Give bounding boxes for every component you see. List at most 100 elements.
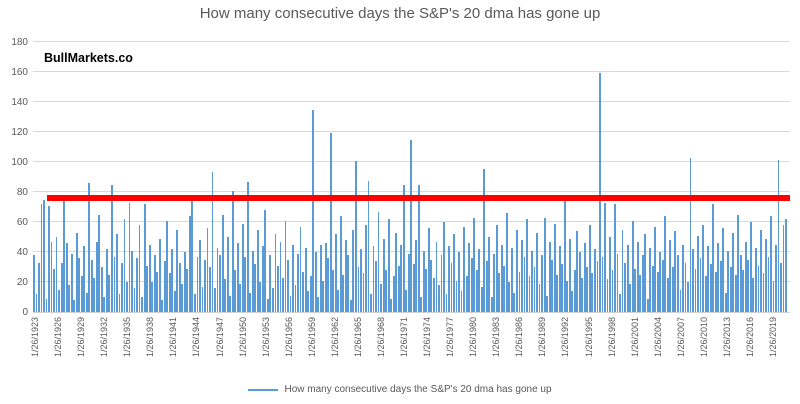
x-tick-label: 1/26/1944: [191, 317, 202, 358]
bar: [576, 231, 579, 312]
bar: [35, 294, 38, 312]
gridline: [33, 71, 790, 72]
bar: [473, 217, 476, 312]
y-tick-label: 0: [22, 307, 28, 318]
bar: [548, 241, 551, 312]
bar: [90, 259, 93, 312]
bar: [209, 267, 211, 312]
x-tick-label: 1/26/2001: [629, 317, 640, 358]
bar: [737, 214, 740, 312]
bar: [166, 220, 169, 312]
bar: [616, 253, 619, 312]
bar: [349, 300, 352, 312]
bar: [689, 158, 692, 312]
y-tick-label: 100: [11, 157, 28, 168]
bar: [161, 300, 164, 312]
bar: [707, 246, 710, 312]
bar: [412, 264, 415, 312]
bar: [754, 247, 757, 312]
bar: [387, 219, 390, 312]
bar: [749, 222, 752, 312]
x-tick-label: 1/26/1953: [260, 317, 271, 358]
bar: [510, 247, 513, 312]
plot-area: [33, 41, 790, 313]
bar: [146, 265, 149, 312]
bar: [596, 261, 599, 312]
bar: [229, 295, 232, 312]
bar: [221, 214, 224, 312]
bar: [282, 277, 284, 312]
bar: [400, 244, 403, 312]
bar: [261, 246, 264, 312]
gridline: [33, 41, 790, 42]
bar: [636, 241, 639, 312]
bars-container: [33, 43, 790, 312]
bar: [48, 205, 50, 312]
bar: [448, 246, 450, 312]
bar: [463, 226, 465, 312]
bar: [287, 259, 289, 312]
bar: [33, 255, 35, 312]
bar: [626, 244, 629, 312]
bar: [131, 250, 133, 312]
bar: [224, 279, 227, 312]
bar: [259, 282, 262, 312]
bar: [236, 243, 239, 312]
bar: [63, 201, 66, 312]
bar: [55, 237, 58, 312]
bar: [355, 161, 357, 312]
bar: [770, 216, 772, 312]
bar: [599, 72, 601, 312]
bar: [460, 291, 463, 312]
bar: [427, 228, 430, 312]
bar: [178, 262, 181, 312]
bar: [488, 237, 491, 312]
bar: [704, 276, 707, 312]
bar: [70, 253, 73, 312]
bar: [606, 279, 609, 312]
bar: [583, 243, 586, 312]
bar: [45, 298, 48, 312]
bar: [593, 249, 596, 312]
bar: [513, 292, 516, 312]
bar: [478, 249, 481, 312]
bar: [365, 225, 367, 312]
x-tick-label: 1/26/1929: [76, 317, 87, 358]
bar: [674, 231, 677, 312]
bar: [744, 241, 747, 312]
bar: [563, 199, 566, 312]
bar: [450, 262, 453, 312]
bar: [390, 298, 393, 312]
bar: [201, 286, 204, 312]
bar: [191, 196, 194, 312]
bar: [624, 262, 626, 312]
bar: [631, 220, 634, 312]
bar: [380, 283, 382, 312]
bar: [677, 255, 679, 312]
x-tick-label: 1/26/1941: [168, 317, 179, 358]
watermark: BullMarkets.co: [44, 51, 133, 65]
x-tick-label: 1/26/2013: [721, 317, 732, 358]
bar: [671, 267, 674, 312]
bar: [382, 238, 385, 312]
x-tick-label: 1/26/2004: [652, 317, 663, 358]
bar: [757, 265, 760, 312]
bar: [357, 267, 360, 312]
bar: [40, 204, 43, 312]
bar: [611, 270, 614, 312]
bar: [339, 216, 342, 312]
bar: [541, 255, 543, 312]
bar: [455, 280, 458, 312]
x-tick-label: 1/26/1962: [329, 317, 340, 358]
bar: [578, 252, 581, 312]
bar: [234, 270, 237, 312]
x-tick-label: 1/26/1950: [237, 317, 248, 358]
bar: [133, 288, 136, 312]
x-tick-label: 1/26/1986: [514, 317, 525, 358]
bar: [742, 270, 745, 312]
bar: [435, 241, 438, 312]
bar: [604, 202, 606, 312]
bar: [322, 280, 325, 312]
y-tick-label: 180: [11, 37, 28, 48]
bar: [88, 183, 91, 312]
